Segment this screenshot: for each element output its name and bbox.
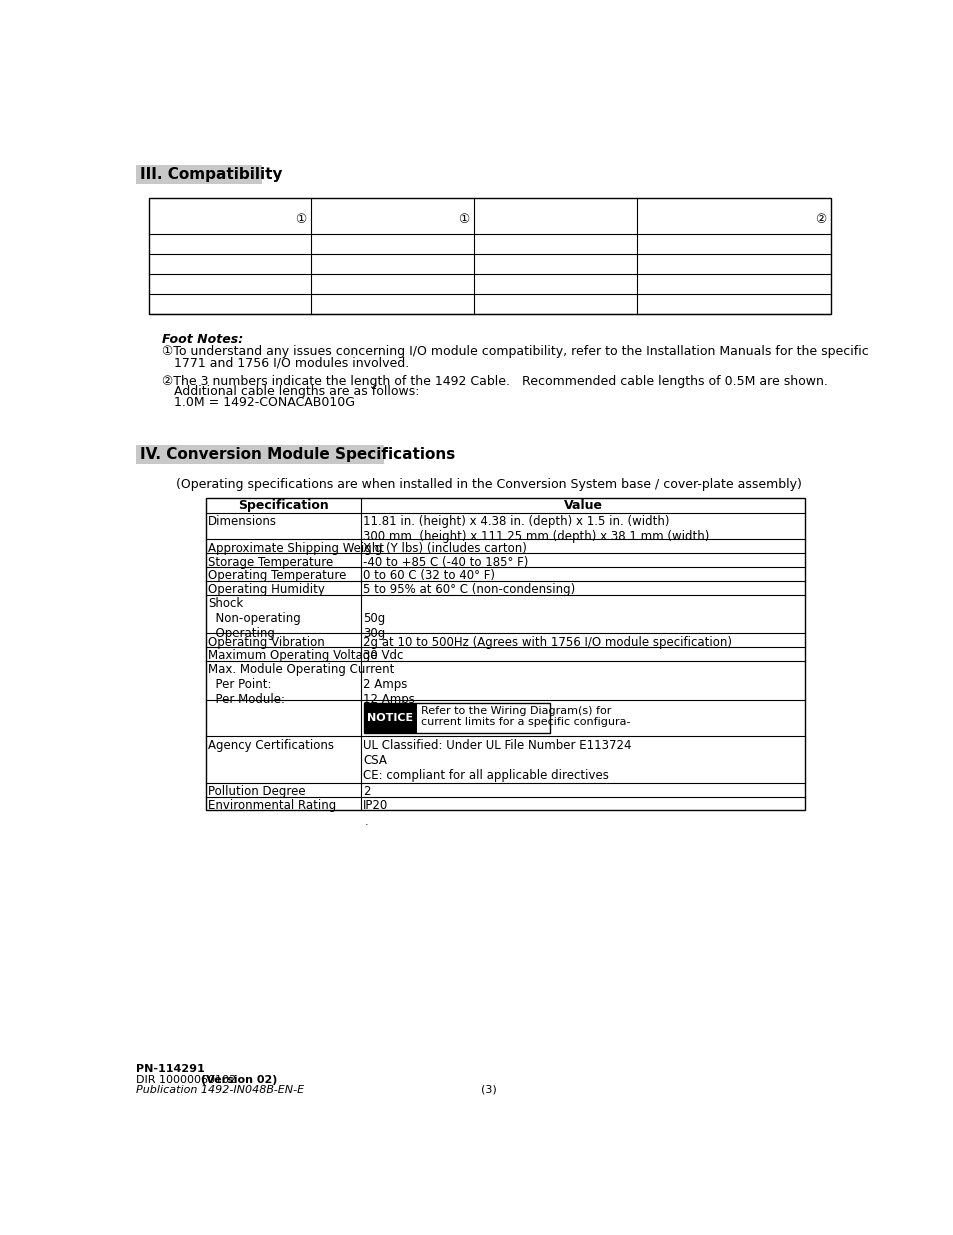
Text: Value: Value: [563, 499, 602, 513]
Text: Publication 1492-IN048B-EN-E: Publication 1492-IN048B-EN-E: [136, 1084, 304, 1094]
Text: (Operating specifications are when installed in the Conversion System base / cov: (Operating specifications are when insta…: [175, 478, 801, 490]
Text: 1771 and 1756 I/O modules involved.: 1771 and 1756 I/O modules involved.: [162, 356, 409, 369]
Text: Agency Certifications: Agency Certifications: [208, 739, 334, 752]
Bar: [149, 199, 830, 314]
Text: Max. Module Operating Current
  Per Point:
  Per Module:: Max. Module Operating Current Per Point:…: [208, 663, 395, 706]
Text: IP20: IP20: [363, 799, 388, 811]
Text: 5 to 95% at 60° C (non-condensing): 5 to 95% at 60° C (non-condensing): [363, 583, 575, 597]
Text: Storage Temperature: Storage Temperature: [208, 556, 334, 568]
Text: ②The 3 numbers indicate the length of the 1492 Cable.   Recommended cable length: ②The 3 numbers indicate the length of th…: [162, 374, 827, 388]
Text: Shock
  Non-operating
  Operating: Shock Non-operating Operating: [208, 597, 301, 640]
Bar: [136, 165, 261, 184]
Text: ①: ①: [295, 212, 307, 226]
Text: .: .: [365, 816, 368, 826]
Text: Operating Humidity: Operating Humidity: [208, 583, 325, 597]
Bar: [364, 703, 550, 734]
Text: Specification: Specification: [238, 499, 329, 513]
Text: 0 to 60 C (32 to 40° F): 0 to 60 C (32 to 40° F): [363, 569, 495, 583]
Text: 50g
30g: 50g 30g: [363, 597, 385, 640]
Text: Dimensions: Dimensions: [208, 515, 277, 529]
Text: 2 Amps
12 Amps: 2 Amps 12 Amps: [363, 663, 415, 706]
Text: X g (Y lbs) (includes carton): X g (Y lbs) (includes carton): [363, 542, 527, 555]
Text: Operating Vibration: Operating Vibration: [208, 636, 325, 648]
Bar: [206, 498, 804, 810]
Text: PN-114291: PN-114291: [136, 1065, 205, 1074]
Text: Foot Notes:: Foot Notes:: [162, 333, 243, 346]
Text: 11.81 in. (height) x 4.38 in. (depth) x 1.5 in. (width)
300 mm. (height) x 111.2: 11.81 in. (height) x 4.38 in. (depth) x …: [363, 515, 709, 543]
Text: Operating Temperature: Operating Temperature: [208, 569, 346, 583]
Text: ②: ②: [814, 212, 825, 226]
Text: Additional cable lengths are as follows:: Additional cable lengths are as follows:: [162, 385, 419, 399]
Text: (3): (3): [480, 1084, 497, 1094]
Text: 2: 2: [363, 785, 371, 798]
Text: -40 to +85 C (-40 to 185° F): -40 to +85 C (-40 to 185° F): [363, 556, 528, 568]
Text: Pollution Degree: Pollution Degree: [208, 785, 306, 798]
Text: III. Compatibility: III. Compatibility: [140, 167, 282, 182]
Text: 30 Vdc: 30 Vdc: [363, 650, 403, 662]
Text: IV. Conversion Module Specifications: IV. Conversion Module Specifications: [140, 447, 455, 462]
Text: ①To understand any issues concerning I/O module compatibility, refer to the Inst: ①To understand any issues concerning I/O…: [162, 346, 868, 358]
Bar: [136, 446, 384, 464]
Text: Refer to the Wiring Diagram(s) for
current limits for a specific configura-: Refer to the Wiring Diagram(s) for curre…: [420, 705, 630, 727]
Text: Environmental Rating: Environmental Rating: [208, 799, 336, 811]
Text: UL Classified: Under UL File Number E113724
CSA
CE: compliant for all applicable: UL Classified: Under UL File Number E113…: [363, 739, 631, 782]
Bar: [364, 703, 416, 734]
Text: ①: ①: [457, 212, 469, 226]
Text: 1.0M = 1492-CONACAB010G: 1.0M = 1492-CONACAB010G: [162, 396, 355, 409]
Text: 2g at 10 to 500Hz (Agrees with 1756 I/O module specification): 2g at 10 to 500Hz (Agrees with 1756 I/O …: [363, 636, 732, 648]
Text: NOTICE: NOTICE: [367, 713, 414, 722]
Text: DIR 10000060102: DIR 10000060102: [136, 1074, 239, 1084]
Text: Approximate Shipping Weight: Approximate Shipping Weight: [208, 542, 384, 555]
Bar: [206, 498, 804, 514]
Text: (Version 02): (Version 02): [201, 1074, 277, 1084]
Text: Maximum Operating Voltage: Maximum Operating Voltage: [208, 650, 377, 662]
